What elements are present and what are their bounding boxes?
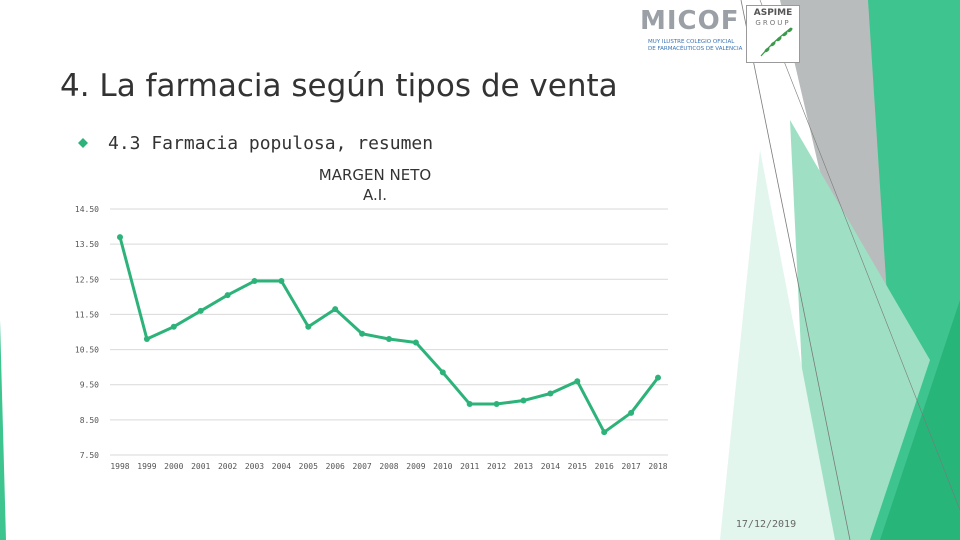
x-tick-label: 2010 xyxy=(433,462,452,471)
micof-logo-subtitle: MUY ILUSTRE COLEGIO OFICIAL DE FARMACÉUT… xyxy=(648,39,742,53)
data-point xyxy=(143,336,150,343)
chart-title-line1: MARGEN NETO xyxy=(318,166,432,184)
deco-line-2 xyxy=(759,0,960,511)
x-tick-label: 2018 xyxy=(648,462,667,471)
data-point xyxy=(493,401,500,408)
aspime-logo-line1: ASPIME xyxy=(753,8,793,18)
data-point xyxy=(170,323,177,330)
deco-shape-light-green xyxy=(790,120,930,540)
y-tick-label: 14.50 xyxy=(75,205,99,214)
aspime-logo-line2: GROUP xyxy=(755,19,791,27)
x-tick-label: 2004 xyxy=(272,462,291,471)
y-tick-label: 13.50 xyxy=(75,240,99,249)
x-tick-label: 2002 xyxy=(218,462,237,471)
diamond-bullet-icon xyxy=(78,138,88,148)
deco-line-1 xyxy=(740,0,851,540)
y-tick-label: 8.50 xyxy=(80,416,99,425)
x-tick-label: 2001 xyxy=(191,462,210,471)
data-point xyxy=(305,323,312,330)
y-tick-label: 11.50 xyxy=(75,310,99,319)
x-tick-label: 2015 xyxy=(568,462,587,471)
data-point xyxy=(520,397,527,404)
y-tick-label: 12.50 xyxy=(75,275,99,284)
y-tick-label: 10.50 xyxy=(75,346,99,355)
x-tick-label: 2003 xyxy=(245,462,264,471)
x-tick-label: 1998 xyxy=(110,462,129,471)
data-point xyxy=(574,378,581,385)
data-point xyxy=(439,369,446,376)
data-point xyxy=(466,401,473,408)
x-tick-label: 2007 xyxy=(352,462,371,471)
data-point xyxy=(251,278,258,285)
bullet-text: 4.3 Farmacia populosa, resumen xyxy=(108,133,434,154)
data-point xyxy=(601,429,608,436)
deco-shape-dark-green xyxy=(880,300,960,540)
x-tick-label: 2005 xyxy=(299,462,318,471)
deco-shape-pale-green xyxy=(720,150,835,540)
data-point xyxy=(224,292,231,299)
leaf-branch-icon xyxy=(760,27,793,57)
x-tick-label: 2017 xyxy=(621,462,640,471)
slide-title: 4. La farmacia según tipos de venta xyxy=(60,68,618,104)
y-tick-label: 9.50 xyxy=(80,381,99,390)
x-tick-label: 2012 xyxy=(487,462,506,471)
x-tick-label: 2014 xyxy=(541,462,560,471)
date-footer: 17/12/2019 xyxy=(735,519,797,530)
aspime-logo: ASPIME GROUP xyxy=(746,5,800,63)
data-point xyxy=(359,330,366,337)
data-point xyxy=(628,409,635,416)
data-point xyxy=(332,306,339,313)
data-point xyxy=(117,234,123,241)
chart-title-line2: A.I. xyxy=(363,186,387,204)
y-tick-label: 7.50 xyxy=(80,451,99,460)
data-point xyxy=(197,307,204,314)
x-tick-label: 2013 xyxy=(514,462,533,471)
data-point xyxy=(655,374,661,381)
x-tick-label: 2000 xyxy=(164,462,183,471)
x-tick-label: 2011 xyxy=(460,462,479,471)
micof-logo: MICOF MUY ILUSTRE COLEGIO OFICIAL DE FAR… xyxy=(640,6,742,56)
x-tick-label: 2008 xyxy=(379,462,398,471)
x-tick-label: 2009 xyxy=(406,462,425,471)
micof-subtitle-line1: MUY ILUSTRE COLEGIO OFICIAL xyxy=(648,39,735,45)
data-point xyxy=(412,339,419,346)
data-point xyxy=(386,336,392,343)
data-point xyxy=(278,278,285,285)
micof-subtitle-line2: DE FARMACÉUTICOS DE VALENCIA xyxy=(648,46,743,52)
x-tick-label: 1999 xyxy=(137,462,156,471)
series-line xyxy=(118,236,660,434)
deco-shape-left-sliver xyxy=(0,320,6,540)
micof-logo-text: MICOF xyxy=(640,6,740,36)
chart-title: MARGEN NETO A.I. xyxy=(300,165,450,205)
x-tick-label: 2016 xyxy=(595,462,614,471)
data-point xyxy=(547,390,554,397)
x-tick-label: 2006 xyxy=(326,462,345,471)
